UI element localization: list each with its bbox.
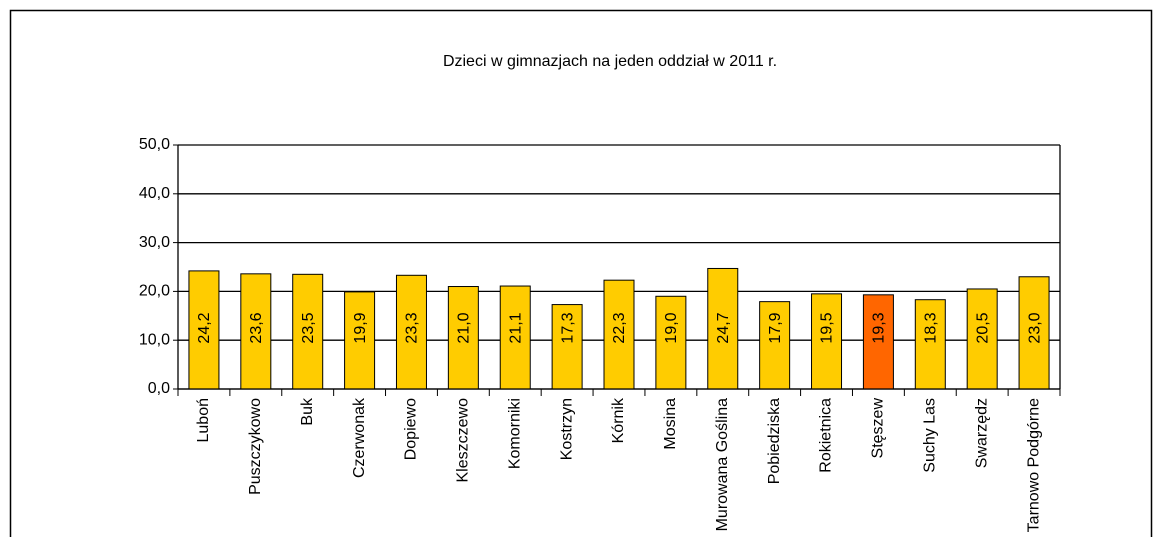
value-label: 23,0 — [1026, 312, 1043, 343]
x-tick-label: Swarzędz — [973, 398, 990, 468]
x-tick-label: Luboń — [195, 398, 212, 443]
x-tick-label: Kleszczewo — [455, 398, 472, 483]
chart-title: Dzieci w gimnazjach na jeden oddział w 2… — [443, 53, 777, 70]
frame — [9, 9, 1153, 537]
bar — [447, 286, 479, 390]
value-label: 21,0 — [456, 312, 473, 343]
bar — [759, 301, 791, 390]
x-tick-label: Komorniki — [506, 398, 523, 469]
bar — [240, 273, 272, 390]
value-label: 23,6 — [248, 312, 265, 343]
y-tick-label: 50,0 — [139, 136, 170, 153]
x-tick-label: Murowana Goślina — [714, 398, 731, 532]
bar — [655, 295, 687, 390]
value-label: 22,3 — [611, 312, 628, 343]
bar — [395, 274, 427, 390]
value-label: 19,9 — [352, 312, 369, 343]
bar — [344, 291, 376, 390]
value-label: 24,7 — [715, 312, 732, 343]
bar — [499, 285, 531, 390]
x-tick-label: Kostrzyn — [558, 398, 575, 460]
value-label: 23,5 — [300, 312, 317, 343]
value-label: 19,3 — [871, 312, 888, 343]
bar — [603, 279, 635, 390]
value-label: 20,5 — [974, 312, 991, 343]
y-tick-label: 0,0 — [148, 380, 170, 397]
x-tick-label: Buk — [299, 397, 316, 426]
bar — [811, 293, 843, 390]
value-label: 19,0 — [663, 312, 680, 343]
value-label: 17,9 — [767, 312, 784, 343]
value-label: 17,3 — [559, 312, 576, 343]
bar — [914, 299, 946, 390]
value-label: 21,1 — [507, 312, 524, 343]
value-label: 23,3 — [404, 312, 421, 343]
x-tick-label: Dopiewo — [403, 398, 420, 460]
x-tick-label: Kórnik — [610, 397, 627, 443]
bar — [188, 270, 220, 390]
x-tick-label: Stęszew — [870, 398, 887, 459]
x-tick-label: Puszczykowo — [247, 398, 264, 495]
value-label: 19,5 — [819, 312, 836, 343]
y-tick-label: 40,0 — [139, 185, 170, 202]
y-tick-label: 30,0 — [139, 234, 170, 251]
x-tick-label: Rokietnica — [818, 398, 835, 473]
value-label: 24,2 — [196, 312, 213, 343]
bar — [551, 304, 583, 390]
x-tick-label: Czerwonak — [351, 397, 368, 478]
x-tick-label: Suchy Las — [922, 398, 939, 473]
bar — [707, 267, 739, 390]
bar — [1018, 276, 1050, 390]
x-tick-label: Pobiedziska — [766, 398, 783, 484]
y-tick-label: 10,0 — [139, 331, 170, 348]
x-tick-label: Mosina — [662, 398, 679, 450]
y-tick-label: 20,0 — [139, 283, 170, 300]
x-tick-label: Tarnowo Podgórne — [1025, 398, 1042, 532]
value-label: 18,3 — [923, 312, 940, 343]
